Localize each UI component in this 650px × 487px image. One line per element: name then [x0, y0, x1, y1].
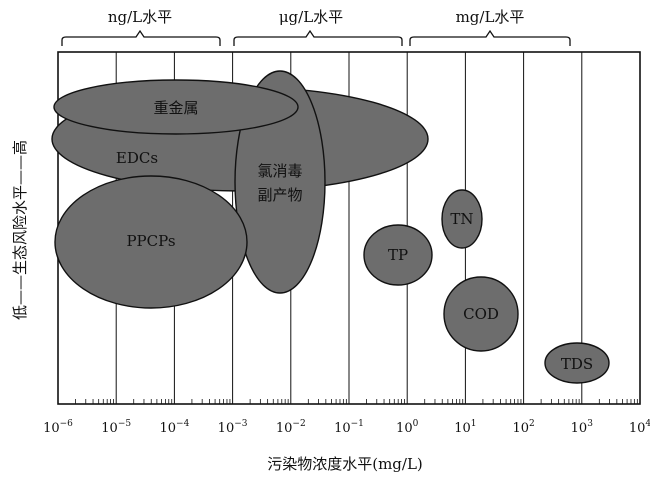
x-tick-label: 10−5	[101, 419, 131, 436]
minor-ticks	[75, 399, 638, 404]
x-tick-labels: 10−6 10−5 10−4 10−3 10−2 10−1 100 101 102 103 104	[43, 419, 650, 436]
x-tick-label: 10−2	[276, 419, 306, 436]
x-tick-label: 101	[454, 419, 476, 436]
x-tick-label: 10−1	[334, 419, 364, 436]
ellipse-tp	[363, 224, 433, 286]
label-cod: COD	[463, 305, 499, 323]
x-tick-label: 102	[512, 419, 534, 436]
label-edcs: EDCs	[116, 149, 158, 167]
x-tick-label: 100	[396, 419, 419, 436]
ellipse-cod	[443, 276, 519, 352]
brace-mg	[409, 29, 571, 46]
band-label-ng: ng/L水平	[108, 8, 172, 26]
x-axis-title: 污染物浓度水平(mg/L)	[267, 455, 423, 473]
ellipse-tds	[544, 342, 610, 384]
ellipse-ppcps	[54, 175, 248, 309]
ellipse-tn	[441, 189, 483, 249]
brace-ug	[233, 29, 403, 46]
band-label-mg: mg/L水平	[456, 8, 525, 26]
label-tp: TP	[388, 246, 408, 264]
label-chlorine-line2: 副产物	[257, 186, 302, 204]
label-tds: TDS	[561, 355, 593, 373]
y-axis-title: 低——生态风险水平——高	[11, 140, 29, 320]
label-heavy-metals: 重金属	[153, 99, 198, 117]
x-tick-label: 103	[571, 419, 594, 436]
ellipse-heavy-metals	[53, 79, 299, 135]
brace-ng	[61, 29, 221, 46]
band-braces	[61, 29, 571, 46]
x-tick-label: 10−6	[43, 419, 73, 436]
band-label-ug: μg/L水平	[279, 8, 343, 26]
x-tick-label: 104	[629, 419, 650, 436]
x-tick-label: 10−3	[218, 419, 248, 436]
label-tn: TN	[450, 210, 473, 228]
label-ppcps: PPCPs	[126, 232, 175, 250]
x-tick-label: 10−4	[159, 419, 189, 436]
label-chlorine-line1: 氯消毒	[257, 162, 302, 180]
